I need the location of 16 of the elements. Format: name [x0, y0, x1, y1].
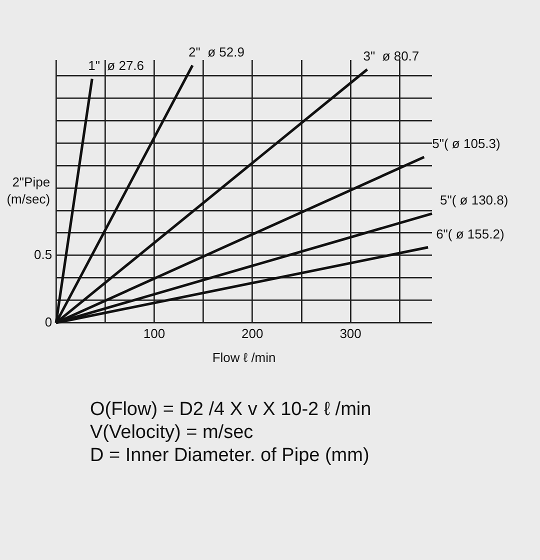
series-label: 5"( ø 105.3) [432, 136, 500, 152]
series-label: 3" ø 80.7 [363, 48, 420, 64]
y-axis-title: 2"Pipe (m/sec) [6, 174, 50, 206]
series-label: 5"( ø 130.8) [440, 192, 508, 208]
x-tick-label: 300 [340, 326, 362, 342]
x-tick-label: 100 [143, 326, 166, 342]
y-tick-label: 0.5 [34, 246, 52, 262]
series-label: 2" ø 52.9 [188, 44, 244, 60]
x-tick-label: 200 [242, 326, 264, 342]
text: V(Velocity) = m/sec [90, 421, 254, 444]
series-label: 6"( ø 155.2) [436, 226, 504, 242]
x-axis-title: Flow ℓ /min [212, 350, 276, 365]
y-tick-label: 0 [44, 314, 52, 330]
text: O(Flow) = D2 /4 X v X 10-2 ℓ /min [90, 398, 372, 421]
text: D = Inner Diameter. of Pipe (mm) [90, 444, 370, 467]
series-label: 1" ø 27.6 [88, 58, 144, 73]
